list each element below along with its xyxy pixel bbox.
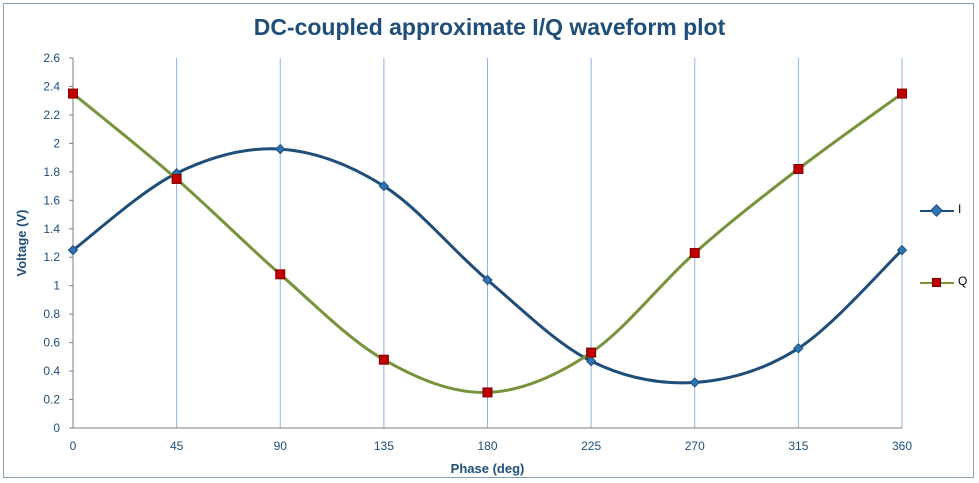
- y-tick-label: 1.8: [43, 165, 60, 179]
- x-tick-label: 315: [788, 439, 808, 453]
- y-tick-label: 1.2: [43, 250, 60, 264]
- data-point-q: [171, 173, 182, 184]
- x-tick-label: 45: [170, 439, 184, 453]
- data-point-q: [378, 354, 389, 365]
- y-tick-label: 0.8: [43, 307, 60, 321]
- x-tick-label: 225: [581, 439, 601, 453]
- y-tick-label: 0: [53, 421, 60, 435]
- data-point-q: [689, 247, 700, 258]
- legend-label-q: Q: [958, 274, 968, 288]
- legend-marker-i: [930, 204, 943, 217]
- data-point-i: [482, 274, 493, 286]
- chart-title: DC-coupled approximate I/Q waveform plot: [253, 14, 726, 40]
- y-tick-label: 0.6: [43, 336, 60, 350]
- y-tick-label: 2.2: [43, 108, 60, 122]
- y-tick-label: 0.2: [43, 393, 60, 407]
- data-point-q: [68, 88, 78, 99]
- chart-frame: [3, 3, 974, 478]
- legend-label-i: I: [958, 202, 962, 216]
- legend-item-i: I: [920, 198, 975, 270]
- y-tick-label: 1.4: [43, 222, 60, 236]
- y-tick-label: 1.6: [43, 193, 60, 207]
- x-tick-label: 180: [477, 439, 497, 453]
- y-tick-label: 2.4: [43, 79, 60, 93]
- y-tick-label: 2: [53, 136, 60, 150]
- data-point-q: [275, 269, 286, 280]
- y-axis-title: Voltage (V): [14, 210, 29, 277]
- legend-marker-q: [932, 278, 941, 287]
- y-tick-label: 1: [53, 279, 60, 293]
- x-tick-label: 360: [892, 439, 912, 453]
- x-tick-label: 135: [374, 439, 394, 453]
- data-point-i: [275, 143, 286, 155]
- data-point-i: [585, 355, 597, 367]
- legend-item-q: Q: [920, 270, 975, 342]
- data-point-q: [793, 164, 804, 174]
- data-point-i: [67, 244, 79, 256]
- y-tick-label: 2.6: [43, 51, 60, 65]
- data-point-i: [896, 244, 908, 256]
- legend: I Q: [920, 198, 975, 342]
- data-point-i: [689, 377, 700, 388]
- data-point-q: [586, 347, 597, 358]
- data-point-i: [378, 180, 390, 192]
- data-point-i: [793, 343, 804, 354]
- data-point-q: [482, 387, 493, 398]
- data-point-q: [897, 88, 907, 99]
- x-tick-label: 90: [274, 439, 288, 453]
- y-tick-label: 0.4: [43, 364, 60, 378]
- x-tick-label: 0: [70, 439, 77, 453]
- x-tick-label: 270: [685, 439, 705, 453]
- x-axis-title: Phase (deg): [451, 461, 525, 476]
